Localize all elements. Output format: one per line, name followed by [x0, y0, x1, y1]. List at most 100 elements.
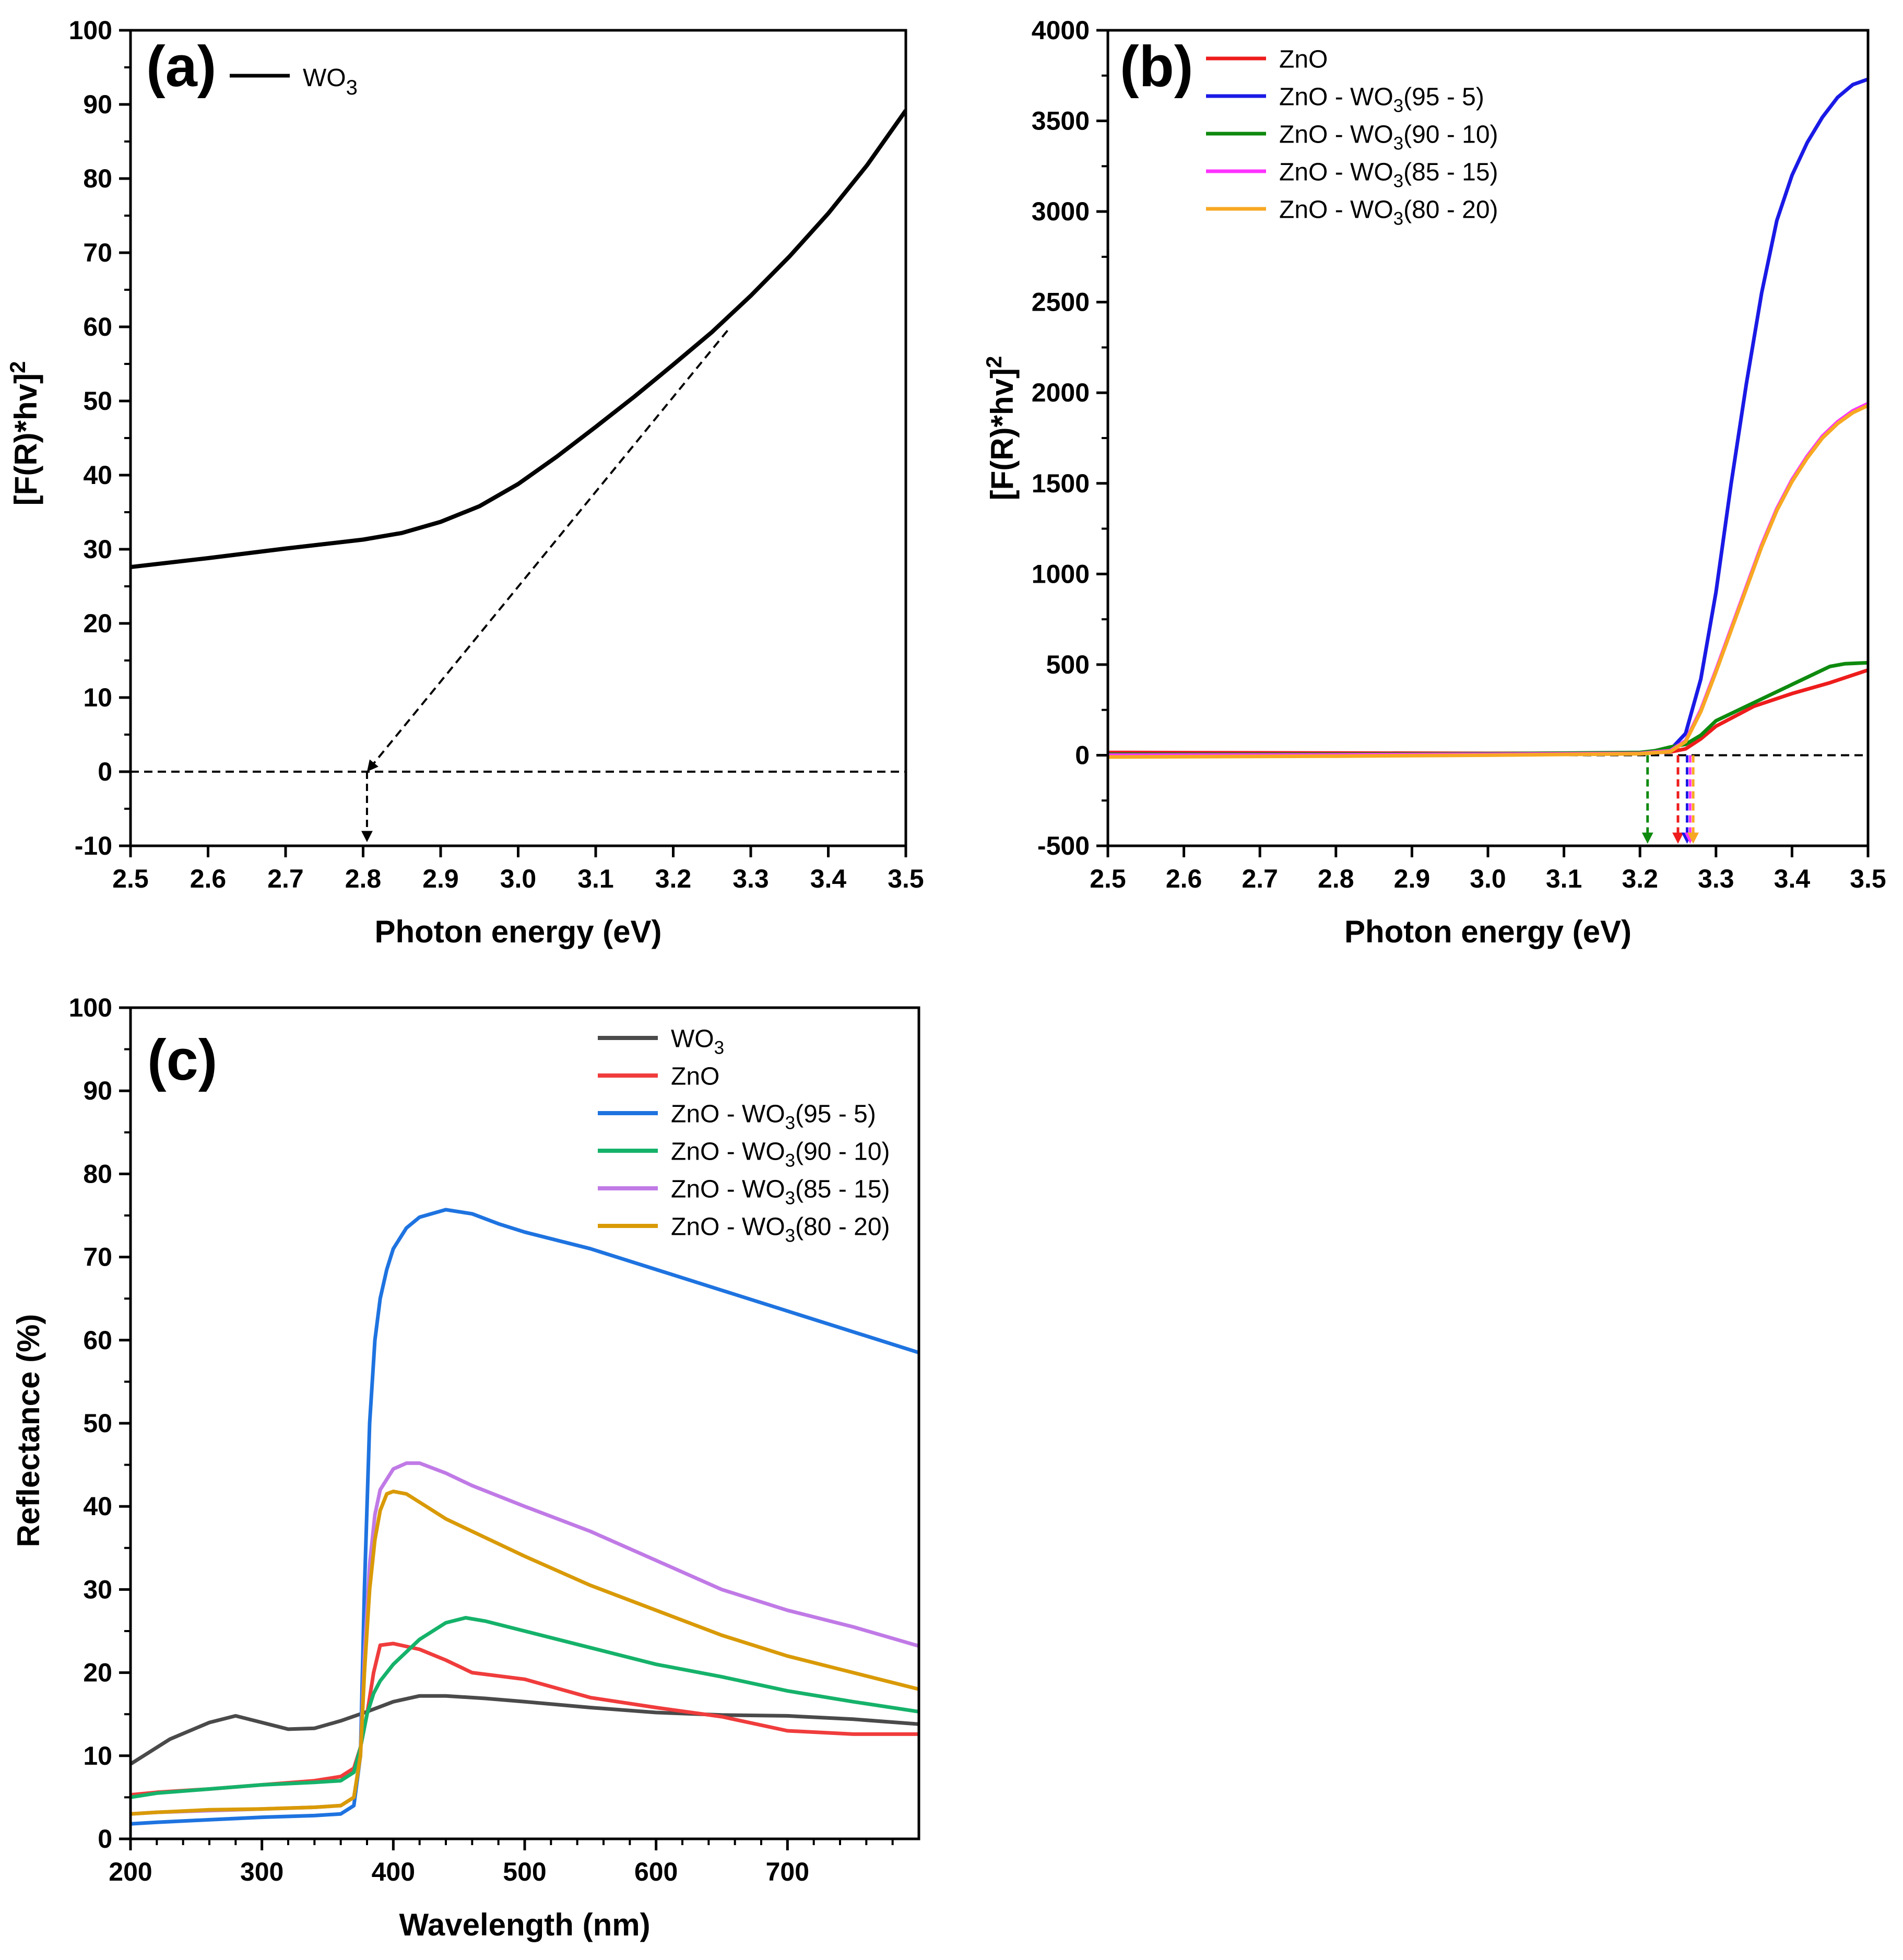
- plot-frame: [129, 1006, 920, 1840]
- y-tick-label: 4000: [1032, 16, 1090, 45]
- y-tick-label: 2000: [1032, 378, 1090, 407]
- legend-label: ZnO - WO3(80 - 20): [671, 1213, 890, 1246]
- plot-frame: [129, 29, 907, 847]
- y-tick-label: 500: [1046, 650, 1090, 679]
- panel-label: (b): [1120, 34, 1193, 99]
- y-tick-label: -10: [75, 831, 112, 860]
- y-tick-label: 90: [83, 90, 112, 119]
- x-tick-label: 600: [634, 1857, 678, 1886]
- x-tick-label: 2.5: [112, 864, 149, 893]
- y-tick-label: 80: [83, 164, 112, 193]
- panel-label: (c): [147, 1028, 217, 1092]
- bandgap-arrowhead-0: [1641, 832, 1653, 844]
- y-tick-label: 70: [83, 238, 112, 267]
- legend-label: ZnO - WO3(95 - 5): [1279, 83, 1484, 116]
- chart-b: 2.5 2.6 2.7 2.8 2.9 3.0 3.1 3.2 3.3 3.4 3.5 -500 0 50…: [982, 16, 1886, 949]
- series-line-wo3: [131, 109, 906, 570]
- series-line-zno-wo3-80-20-: [1108, 404, 1868, 759]
- x-tick-label: 3.1: [577, 864, 614, 893]
- x-tick-label: 3.0: [500, 864, 537, 893]
- legend-label: ZnO - WO3(85 - 15): [671, 1175, 890, 1208]
- series-line-zno: [1108, 668, 1868, 755]
- x-tick-label: 2.7: [1242, 864, 1278, 893]
- x-tick-label: 3.5: [1850, 864, 1886, 893]
- legend: WO3 ZnO ZnO - WO3(95 - 5) ZnO - WO3(90 - 10…: [598, 1025, 890, 1246]
- series-line-zno-wo3-95-5-: [131, 1208, 919, 1826]
- y-tick-label: 1500: [1032, 469, 1090, 498]
- tangent-line: [366, 329, 728, 773]
- y-tick-label: 2500: [1032, 288, 1090, 317]
- series-line-zno-wo3-80-20-: [131, 1490, 919, 1816]
- series-line-zno-wo3-90-10-: [1108, 660, 1868, 757]
- x-tick-label: 3.2: [655, 864, 692, 893]
- panel-label: (a): [146, 34, 216, 99]
- y-axis-label: [F(R)*hv]2: [982, 356, 1020, 501]
- series-line-zno-wo3-85-15-: [131, 1461, 919, 1816]
- x-tick-label: 3.3: [1698, 864, 1734, 893]
- y-tick-label: 10: [83, 683, 112, 712]
- legend-label: ZnO - WO3(85 - 15): [1279, 158, 1498, 191]
- x-tick-label: 2.8: [345, 864, 382, 893]
- legend-label: ZnO - WO3(80 - 20): [1279, 196, 1498, 229]
- y-tick-label: 50: [83, 1409, 112, 1438]
- y-tick-label: 0: [98, 757, 112, 786]
- x-axis-label: Photon energy (eV): [374, 914, 661, 949]
- legend-label: WO3: [671, 1025, 724, 1058]
- legend: ZnO ZnO - WO3(95 - 5) ZnO - WO3(90 - 10) Zn…: [1206, 45, 1498, 229]
- x-tick-label: 3.4: [1774, 864, 1811, 893]
- x-tick-label: 700: [766, 1857, 809, 1886]
- legend-label: WO3: [303, 64, 358, 99]
- x-tick-label: 3.1: [1546, 864, 1582, 893]
- x-tick-label: 2.9: [422, 864, 459, 893]
- x-tick-label: 2.6: [190, 864, 227, 893]
- legend-label: ZnO: [671, 1062, 719, 1090]
- y-tick-label: 3500: [1032, 107, 1090, 136]
- x-tick-label: 3.5: [888, 864, 924, 893]
- y-tick-label: -500: [1037, 831, 1090, 860]
- y-tick-label: 90: [83, 1076, 112, 1105]
- y-tick-label: 40: [83, 1492, 112, 1521]
- legend-label: ZnO - WO3(95 - 5): [671, 1100, 876, 1133]
- series-line-zno-wo3-90-10-: [131, 1616, 919, 1799]
- x-tick-label: 500: [503, 1857, 546, 1886]
- x-tick-label: 2.9: [1394, 864, 1431, 893]
- y-tick-label: 40: [83, 461, 112, 490]
- y-tick-label: 70: [83, 1243, 112, 1272]
- x-tick-label: 200: [109, 1857, 152, 1886]
- legend-label: ZnO: [1279, 45, 1328, 73]
- y-tick-label: 3000: [1032, 197, 1090, 226]
- y-tick-label: 80: [83, 1159, 112, 1188]
- y-tick-label: 0: [98, 1824, 112, 1853]
- y-tick-label: 50: [83, 386, 112, 416]
- x-tick-label: 3.3: [732, 864, 769, 893]
- legend-label: ZnO - WO3(90 - 10): [1279, 121, 1498, 154]
- y-tick-label: 0: [1075, 740, 1090, 770]
- x-axis-label: Wavelength (nm): [399, 1907, 650, 1942]
- plot-frame: [1106, 29, 1870, 847]
- x-tick-label: 2.7: [267, 864, 304, 893]
- bandgap-arrowhead: [361, 831, 373, 842]
- y-tick-label: 60: [83, 1326, 112, 1355]
- x-tick-label: 3.4: [810, 864, 847, 893]
- x-axis-label: Photon energy (eV): [1344, 914, 1632, 949]
- y-tick-label: 20: [83, 609, 112, 638]
- y-tick-label: 20: [83, 1658, 112, 1687]
- x-tick-label: 3.2: [1622, 864, 1658, 893]
- y-tick-label: 60: [83, 312, 112, 341]
- x-tick-label: 2.6: [1166, 864, 1202, 893]
- legend: WO3: [230, 64, 358, 99]
- bandgap-arrowhead-1: [1672, 832, 1684, 844]
- x-tick-label: 300: [240, 1857, 283, 1886]
- y-tick-label: 30: [83, 1575, 112, 1604]
- x-tick-label: 400: [372, 1857, 415, 1886]
- y-tick-label: 1000: [1032, 559, 1090, 588]
- x-tick-label: 3.0: [1470, 864, 1506, 893]
- bandgap-arrowhead-4: [1687, 832, 1699, 844]
- y-axis-label: [F(R)*hv]2: [5, 361, 43, 506]
- y-tick-label: 30: [83, 535, 112, 564]
- y-axis-label: Reflectance (%): [11, 1314, 46, 1548]
- series-group: [1108, 77, 1868, 759]
- y-tick-label: 100: [69, 16, 112, 45]
- x-tick-label: 2.8: [1318, 864, 1354, 893]
